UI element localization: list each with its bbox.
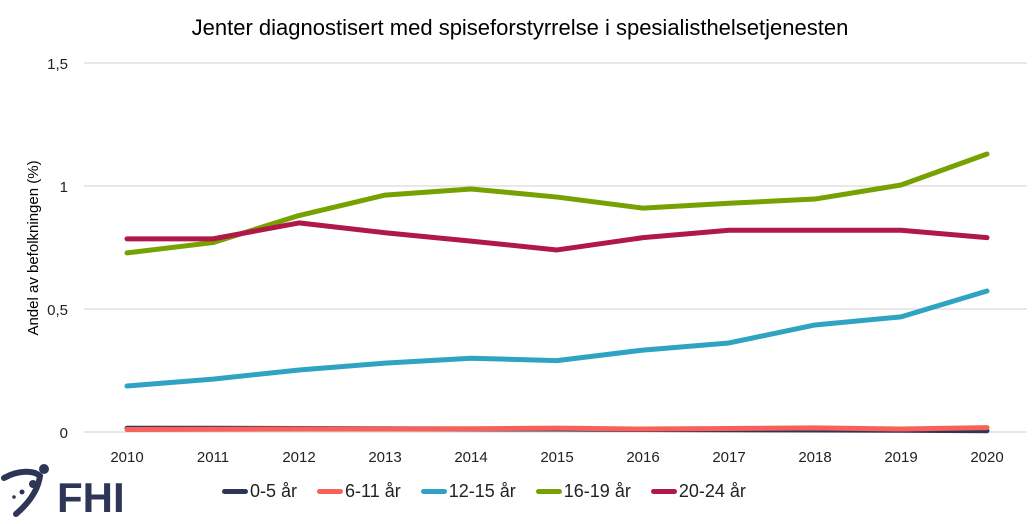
x-tick-label: 2017 (712, 449, 745, 466)
x-tick-label: 2015 (540, 449, 573, 466)
chart-legend: 0-5 år 6-11 år 12-15 år 16-19 år 20-24 år (222, 481, 746, 502)
series-line-16-19-ar (124, 151, 990, 256)
x-tick-label: 2020 (970, 449, 1003, 466)
legend-label: 0-5 år (250, 481, 298, 501)
legend-swatch (535, 489, 562, 494)
legend-label: 20-24 år (678, 481, 746, 501)
fhi-logo-text: FHI (57, 474, 125, 519)
y-tick-label: 1 (60, 179, 68, 196)
legend-item: 16-19 år (535, 481, 631, 502)
legend-swatch (420, 489, 447, 494)
y-tick-label: 0 (60, 425, 68, 442)
legend-label: 12-15 år (448, 481, 516, 501)
x-tick-label: 2011 (197, 449, 229, 466)
series-line-6-11-ar (124, 425, 990, 433)
legend-label: 6-11 år (345, 481, 401, 501)
y-axis-label: Andel av befolkningen (%) (25, 160, 42, 335)
legend-label: 16-19 år (563, 481, 631, 501)
x-tick-label: 2019 (884, 449, 917, 466)
series-line-20-24-ar (124, 220, 990, 253)
fhi-logo: FHI (0, 460, 130, 524)
fhi-logo-icon: FHI (1, 464, 125, 521)
legend-item: 12-15 år (420, 481, 516, 502)
x-tick-label: 2010 (110, 449, 143, 466)
legend-swatch (650, 489, 677, 494)
x-tick-label: 2013 (368, 449, 401, 466)
legend-swatch (317, 489, 344, 494)
x-tick-label: 2018 (798, 449, 831, 466)
legend-swatch (222, 489, 248, 494)
y-tick-label: 1,5 (47, 56, 68, 73)
series-line-12-15-ar (124, 288, 990, 389)
x-tick-label: 2016 (626, 449, 659, 466)
chart-title: Jenter diagnostisert med spiseforstyrrel… (192, 15, 849, 40)
x-tick-label: 2012 (282, 449, 315, 466)
x-tick-label: 2014 (454, 449, 487, 466)
legend-item: 6-11 år (317, 481, 401, 502)
y-tick-label: 0,5 (47, 302, 68, 319)
legend-item: 20-24 år (650, 481, 746, 502)
legend-item: 0-5 år (222, 481, 297, 502)
